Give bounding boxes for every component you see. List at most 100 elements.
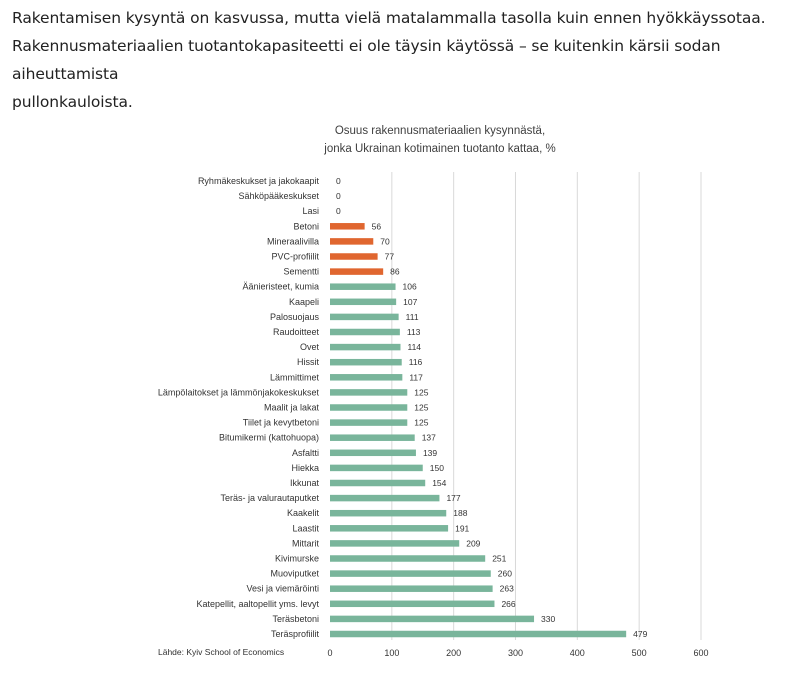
x-tick-label: 600: [693, 648, 708, 658]
x-tick-label: 100: [384, 648, 399, 658]
bar: [330, 283, 396, 290]
category-label: Tiilet ja kevytbetoni: [243, 418, 319, 428]
category-label: Lämpölaitokset ja lämmönjakokeskukset: [158, 387, 320, 397]
value-label: 251: [492, 554, 506, 564]
category-label: Sementti: [283, 267, 319, 277]
category-label: Ikkunat: [290, 478, 320, 488]
value-label: 209: [466, 538, 480, 548]
value-label: 263: [500, 584, 514, 594]
value-label: 77: [385, 252, 395, 262]
category-label: Betoni: [293, 221, 319, 231]
bar: [330, 615, 535, 623]
category-label: Lämmittimet: [270, 372, 320, 382]
chart-title-line-1: Osuus rakennusmateriaalien kysynnästä,: [334, 125, 546, 137]
category-label: Laastit: [292, 523, 319, 533]
bar: [330, 509, 447, 517]
value-label: 154: [432, 478, 446, 488]
value-label: 188: [453, 508, 467, 518]
bar: [330, 555, 486, 562]
category-label: Teräsprofiilit: [271, 629, 320, 639]
category-label: Hissit: [297, 357, 319, 367]
intro-line-2: Rakennusmateriaalien tuotantokapasiteett…: [12, 37, 721, 83]
value-label: 266: [501, 599, 515, 609]
category-label: Vesi ja viemäröinti: [246, 584, 319, 594]
bar: [330, 479, 426, 487]
chart-title: Osuus rakennusmateriaalien kysynnästä, j…: [300, 122, 580, 158]
category-label: Teräs- ja valurautaputket: [220, 493, 319, 503]
value-label: 330: [541, 614, 555, 624]
bar: [330, 419, 408, 426]
category-label: Lasi: [302, 206, 319, 216]
bar: [330, 238, 374, 245]
value-label: 139: [423, 448, 437, 458]
category-label: Sähköpääkeskukset: [238, 191, 319, 201]
intro-text: Rakentamisen kysyntä on kasvussa, mutta …: [12, 4, 802, 116]
bar: [330, 358, 402, 366]
value-label: 113: [407, 327, 421, 337]
value-label: 111: [406, 312, 419, 322]
category-label: Bitumikermi (kattohuopa): [219, 433, 319, 443]
category-label: PVC-profiilit: [271, 252, 319, 262]
value-label: 177: [446, 493, 460, 503]
category-label: Kaakelit: [287, 508, 320, 518]
x-tick-label: 300: [508, 648, 523, 658]
x-tick-label: 200: [446, 648, 461, 658]
x-tick-label: 500: [632, 648, 647, 658]
value-label: 191: [455, 523, 469, 533]
value-label: 56: [372, 221, 382, 231]
value-label: 86: [390, 267, 400, 277]
category-label: Teräsbetoni: [272, 614, 319, 624]
bar: [330, 449, 416, 457]
bar: [330, 540, 460, 547]
bar: [330, 600, 495, 608]
category-label: Mineraalivilla: [267, 236, 319, 246]
value-label: 260: [498, 569, 512, 579]
intro-line-3: pullonkauloista.: [12, 93, 133, 111]
category-label: Asfaltti: [292, 448, 319, 458]
category-label: Muoviputket: [270, 569, 319, 579]
bar: [330, 464, 423, 472]
bar: [330, 374, 403, 381]
value-label: 150: [430, 463, 444, 473]
value-label: 116: [409, 357, 423, 367]
value-label: 106: [403, 282, 417, 292]
bar: [330, 494, 440, 502]
value-label: 125: [414, 418, 428, 428]
bar: [330, 253, 378, 260]
bar: [330, 313, 399, 321]
bar: [330, 268, 384, 275]
bar: [330, 585, 493, 592]
category-label: Raudoitteet: [273, 327, 320, 337]
bar: [330, 223, 365, 230]
value-label: 137: [422, 433, 436, 443]
bar: [330, 343, 401, 351]
bar: [330, 389, 408, 396]
value-label: 125: [414, 403, 428, 413]
value-label: 0: [336, 191, 341, 201]
chart-title-line-2: jonka Ukrainan kotimainen tuotanto katta…: [324, 143, 556, 155]
bar: [330, 298, 397, 306]
value-label: 125: [414, 387, 428, 397]
bar: [330, 328, 400, 336]
category-label: Kivimurske: [275, 554, 319, 564]
value-label: 0: [336, 206, 341, 216]
bar: [330, 525, 449, 532]
value-label: 117: [409, 372, 423, 382]
source-note: Lähde: Kyiv School of Economics: [158, 647, 285, 657]
category-label: Katepellit, aaltopellit yms. levyt: [196, 599, 319, 609]
value-label: 107: [403, 297, 417, 307]
bar: [330, 404, 408, 411]
value-label: 479: [633, 629, 647, 639]
category-label: Hiekka: [291, 463, 319, 473]
category-label: Maalit ja lakat: [264, 403, 320, 413]
bar: [330, 434, 415, 441]
bar: [330, 570, 491, 577]
category-label: Kaapeli: [289, 297, 319, 307]
category-label: Äänieristeet, kumia: [242, 282, 319, 292]
category-label: Palosuojaus: [270, 312, 320, 322]
category-label: Mittarit: [292, 538, 319, 548]
x-tick-label: 0: [327, 648, 332, 658]
value-label: 70: [380, 236, 390, 246]
x-tick-label: 400: [570, 648, 585, 658]
